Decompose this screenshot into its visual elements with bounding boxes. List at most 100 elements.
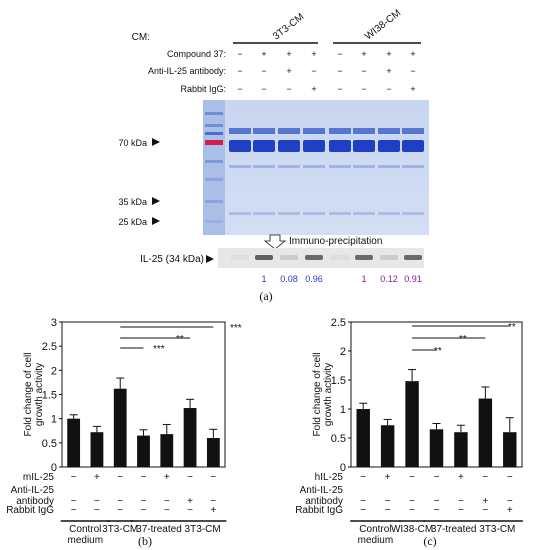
band-quantification: 1 0.08 0.96 1 0.12 0.91 xyxy=(261,274,421,284)
ip-band xyxy=(280,255,298,260)
group-label-treated: 37-treated 3T3-CM xyxy=(431,524,515,535)
bar xyxy=(429,429,444,467)
sign-row1-lane4: + xyxy=(311,49,316,59)
sign-cell: − xyxy=(434,505,440,516)
row-label-rabbit-igg: Rabbit IgG: xyxy=(180,84,226,94)
gel-band-main xyxy=(253,140,275,152)
gel-band-low xyxy=(278,212,300,215)
y-tick-label: 3 xyxy=(51,317,57,329)
sign-row3-lane2: − xyxy=(261,84,266,94)
sign-cell: − xyxy=(360,505,366,516)
gel-band-main xyxy=(303,140,325,152)
significance-mark: ** xyxy=(508,322,516,333)
sign-cell: − xyxy=(507,496,513,507)
group1-label: 3T3-CM xyxy=(271,11,306,42)
sign-row2-lane4: − xyxy=(311,66,316,76)
y-tick-label: 1.5 xyxy=(331,375,346,387)
cm-label: CM: xyxy=(132,32,150,43)
y-tick-label: 2 xyxy=(340,346,346,358)
gel-band-low xyxy=(253,212,275,215)
gel-band-upper xyxy=(378,128,400,134)
sign-cell: + xyxy=(187,496,193,507)
sign-cell: − xyxy=(164,496,170,507)
sign-cell: + xyxy=(482,496,488,507)
group-label-control: Control xyxy=(359,524,391,535)
row-label-rabbit-igg: Rabbit IgG xyxy=(6,505,54,516)
ip-band xyxy=(355,255,373,260)
sign-row3-lane4: + xyxy=(311,84,316,94)
bar xyxy=(113,388,127,467)
sign-row3-lane1: − xyxy=(237,84,242,94)
sign-cell: − xyxy=(71,496,77,507)
ip-band xyxy=(305,255,323,260)
sign-row2-lane5: − xyxy=(337,66,342,76)
bar xyxy=(478,398,493,467)
sign-cell: − xyxy=(482,505,488,516)
sign-cell: − xyxy=(434,472,440,483)
gel-band-low xyxy=(229,212,251,215)
sign-cell: − xyxy=(409,496,415,507)
bar xyxy=(183,408,197,467)
sign-row1-lane1: − xyxy=(237,49,242,59)
sign-row1-lane2: + xyxy=(261,49,266,59)
row-label-anti-il25: Anti-IL-25 xyxy=(11,485,55,496)
significance-mark: ** xyxy=(176,334,184,345)
ip-arrow xyxy=(263,234,287,250)
gel-band-low xyxy=(303,212,325,215)
sign-row2-lane1: − xyxy=(237,66,242,76)
group-label-control: Control xyxy=(69,524,101,535)
bar xyxy=(137,435,150,467)
ladder-red-band xyxy=(205,140,223,145)
gel-band-upper xyxy=(353,128,375,134)
y-tick-label: 0.5 xyxy=(42,438,57,450)
sign-cell: − xyxy=(458,496,464,507)
sign-row1-lane6: + xyxy=(361,49,366,59)
sign-row3-lane6: − xyxy=(361,84,366,94)
significance-mark: *** xyxy=(230,323,242,334)
gel-band-faint xyxy=(303,165,325,168)
ip-bands xyxy=(231,255,422,260)
gel-band-faint xyxy=(329,165,351,168)
y-tick-label: 2 xyxy=(51,365,57,377)
panel-a: CM: 3T3-CM WI38-CM Compound 37: Anti-IL-… xyxy=(118,8,429,303)
gel-band-main xyxy=(378,140,400,152)
marker-70-arrow xyxy=(152,138,160,146)
gel-band-upper xyxy=(278,128,300,134)
bar xyxy=(454,432,468,467)
sign-row2-lane7: + xyxy=(386,66,391,76)
panel-c: Fold change of cell growth activity 0 0.5 1 1… xyxy=(295,317,523,548)
gel-band-low xyxy=(329,212,351,215)
sign-cell: − xyxy=(434,496,440,507)
gel-band-low xyxy=(402,212,424,215)
ladder-band xyxy=(205,178,223,181)
ladder-band xyxy=(205,132,223,135)
ladder-band xyxy=(205,200,223,203)
y-axis-label-1: Fold change of cell xyxy=(312,353,323,437)
ip-band xyxy=(404,255,422,260)
y-tick-label: 1.5 xyxy=(42,390,57,402)
y-tick-label: 2.5 xyxy=(331,317,346,329)
sign-cell: − xyxy=(409,505,415,516)
y-tick-label: 1 xyxy=(340,404,346,416)
sign-cell: − xyxy=(385,505,391,516)
sign-cell: − xyxy=(141,472,147,483)
group-label-cm: 3T3-CM xyxy=(102,524,138,535)
sign-cell: − xyxy=(141,496,147,507)
ladder-band xyxy=(205,112,223,115)
caption-b: (b) xyxy=(138,534,152,548)
sign-row2-lane2: − xyxy=(261,66,266,76)
y-axis-label-2: growth activity xyxy=(34,363,45,426)
caption-a: (a) xyxy=(259,289,272,303)
sign-cell: − xyxy=(94,505,100,516)
row-label-rabbit-igg: Rabbit IgG xyxy=(295,505,343,516)
group-label-cm: WI38-CM xyxy=(391,524,433,535)
significance-mark: ** xyxy=(434,346,442,357)
sign-cell: − xyxy=(71,472,77,483)
sign-cell: − xyxy=(187,505,193,516)
band-value: 1 xyxy=(361,274,366,284)
significance-mark: ** xyxy=(459,334,467,345)
row-label-antibody: antibody xyxy=(305,496,343,507)
bar xyxy=(206,438,220,467)
y-tick-label: 0.5 xyxy=(331,433,346,445)
